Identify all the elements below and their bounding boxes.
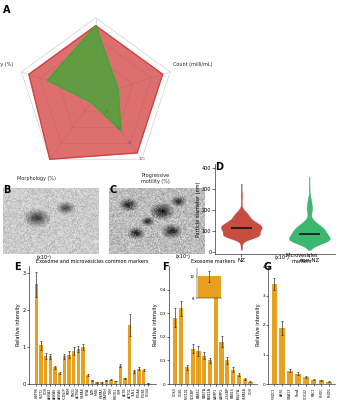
Bar	[196, 351, 200, 384]
Text: 25: 25	[105, 110, 109, 114]
Bar	[202, 356, 206, 384]
Bar	[86, 375, 89, 384]
Bar	[128, 325, 131, 384]
Bar	[208, 360, 212, 384]
Text: C: C	[109, 185, 117, 195]
Text: 100: 100	[138, 157, 145, 161]
Bar	[242, 379, 247, 384]
Bar	[44, 356, 48, 384]
Bar	[214, 280, 218, 384]
Bar	[225, 360, 229, 384]
Bar	[72, 351, 75, 384]
Bar	[319, 380, 324, 384]
Bar	[81, 347, 85, 384]
Title: Microvesicles
markers: Microvesicles markers	[286, 254, 318, 264]
Bar	[95, 382, 99, 384]
Bar	[109, 380, 113, 384]
Bar	[63, 356, 66, 384]
Bar	[248, 382, 252, 384]
Text: (x10⁴): (x10⁴)	[37, 256, 51, 260]
Bar	[114, 381, 117, 384]
Bar	[49, 356, 52, 384]
Bar	[77, 349, 80, 384]
Text: (x10⁴): (x10⁴)	[274, 255, 289, 260]
Bar	[58, 373, 62, 384]
Bar	[142, 370, 145, 384]
Y-axis label: Particle diameter (nm): Particle diameter (nm)	[196, 181, 200, 237]
Bar	[303, 377, 308, 384]
Bar	[185, 368, 189, 384]
Bar	[272, 284, 277, 384]
Bar	[287, 371, 293, 384]
Text: E: E	[14, 262, 20, 272]
Bar	[67, 354, 71, 384]
Bar	[220, 342, 224, 384]
Polygon shape	[29, 26, 163, 159]
Bar	[39, 345, 43, 384]
Bar	[105, 380, 108, 384]
Polygon shape	[48, 26, 121, 131]
Bar	[311, 380, 316, 384]
Bar	[53, 368, 57, 384]
Text: 50: 50	[117, 126, 121, 130]
Y-axis label: Relative intensity: Relative intensity	[16, 304, 21, 346]
Bar	[123, 378, 127, 384]
Bar	[295, 374, 301, 384]
Bar	[327, 382, 332, 384]
Bar	[173, 318, 177, 384]
Bar	[146, 383, 150, 384]
Bar	[91, 380, 94, 384]
Y-axis label: Relative intensity: Relative intensity	[256, 304, 261, 346]
Text: A: A	[3, 5, 11, 15]
Bar	[237, 374, 241, 384]
Bar	[35, 284, 38, 384]
Text: F: F	[162, 262, 169, 272]
Text: B: B	[3, 185, 11, 195]
Bar	[231, 370, 235, 384]
Y-axis label: Relative intensity: Relative intensity	[153, 304, 158, 346]
Bar	[190, 348, 195, 384]
Title: Exosome and microvesicles common markers: Exosome and microvesicles common markers	[36, 259, 148, 264]
Bar	[279, 328, 285, 384]
Text: D: D	[215, 162, 223, 172]
Bar	[137, 368, 141, 384]
Text: (x10⁴): (x10⁴)	[175, 254, 190, 259]
Title: Exosome markers: Exosome markers	[191, 259, 235, 264]
Text: 75: 75	[128, 142, 132, 146]
Text: G: G	[263, 262, 271, 272]
Bar	[119, 366, 122, 384]
Bar	[100, 382, 103, 384]
Bar	[133, 371, 136, 384]
Bar	[179, 308, 183, 384]
